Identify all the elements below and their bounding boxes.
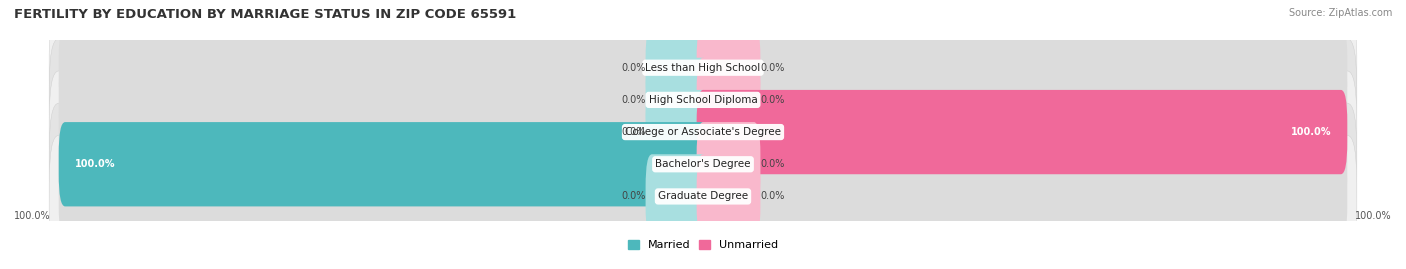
Text: 0.0%: 0.0% (621, 63, 645, 73)
FancyBboxPatch shape (696, 122, 761, 206)
Text: Graduate Degree: Graduate Degree (658, 192, 748, 201)
Text: 100.0%: 100.0% (1355, 211, 1392, 221)
Text: FERTILITY BY EDUCATION BY MARRIAGE STATUS IN ZIP CODE 65591: FERTILITY BY EDUCATION BY MARRIAGE STATU… (14, 8, 516, 21)
FancyBboxPatch shape (59, 58, 710, 142)
Text: Less than High School: Less than High School (645, 63, 761, 73)
Text: 0.0%: 0.0% (761, 63, 785, 73)
Text: 0.0%: 0.0% (761, 95, 785, 105)
FancyBboxPatch shape (59, 122, 710, 206)
FancyBboxPatch shape (645, 154, 710, 239)
FancyBboxPatch shape (49, 6, 1357, 129)
FancyBboxPatch shape (696, 154, 1347, 239)
FancyBboxPatch shape (696, 58, 1347, 142)
Text: Bachelor's Degree: Bachelor's Degree (655, 159, 751, 169)
FancyBboxPatch shape (49, 135, 1357, 258)
FancyBboxPatch shape (49, 39, 1357, 161)
Text: 0.0%: 0.0% (621, 95, 645, 105)
Text: 0.0%: 0.0% (621, 127, 645, 137)
FancyBboxPatch shape (59, 122, 710, 206)
FancyBboxPatch shape (696, 154, 761, 239)
Text: 0.0%: 0.0% (761, 159, 785, 169)
FancyBboxPatch shape (49, 71, 1357, 193)
FancyBboxPatch shape (59, 90, 710, 174)
Text: 0.0%: 0.0% (761, 192, 785, 201)
FancyBboxPatch shape (696, 26, 761, 110)
FancyBboxPatch shape (696, 58, 761, 142)
FancyBboxPatch shape (59, 26, 710, 110)
FancyBboxPatch shape (645, 26, 710, 110)
FancyBboxPatch shape (696, 122, 1347, 206)
FancyBboxPatch shape (49, 103, 1357, 225)
FancyBboxPatch shape (59, 154, 710, 239)
Legend: Married, Unmarried: Married, Unmarried (623, 236, 783, 255)
Text: 100.0%: 100.0% (75, 159, 115, 169)
Text: Source: ZipAtlas.com: Source: ZipAtlas.com (1288, 8, 1392, 18)
Text: 100.0%: 100.0% (1291, 127, 1331, 137)
Text: High School Diploma: High School Diploma (648, 95, 758, 105)
FancyBboxPatch shape (696, 90, 1347, 174)
FancyBboxPatch shape (645, 90, 710, 174)
Text: 0.0%: 0.0% (621, 192, 645, 201)
FancyBboxPatch shape (696, 26, 1347, 110)
FancyBboxPatch shape (696, 90, 1347, 174)
FancyBboxPatch shape (645, 58, 710, 142)
Text: College or Associate's Degree: College or Associate's Degree (626, 127, 780, 137)
Text: 100.0%: 100.0% (14, 211, 51, 221)
